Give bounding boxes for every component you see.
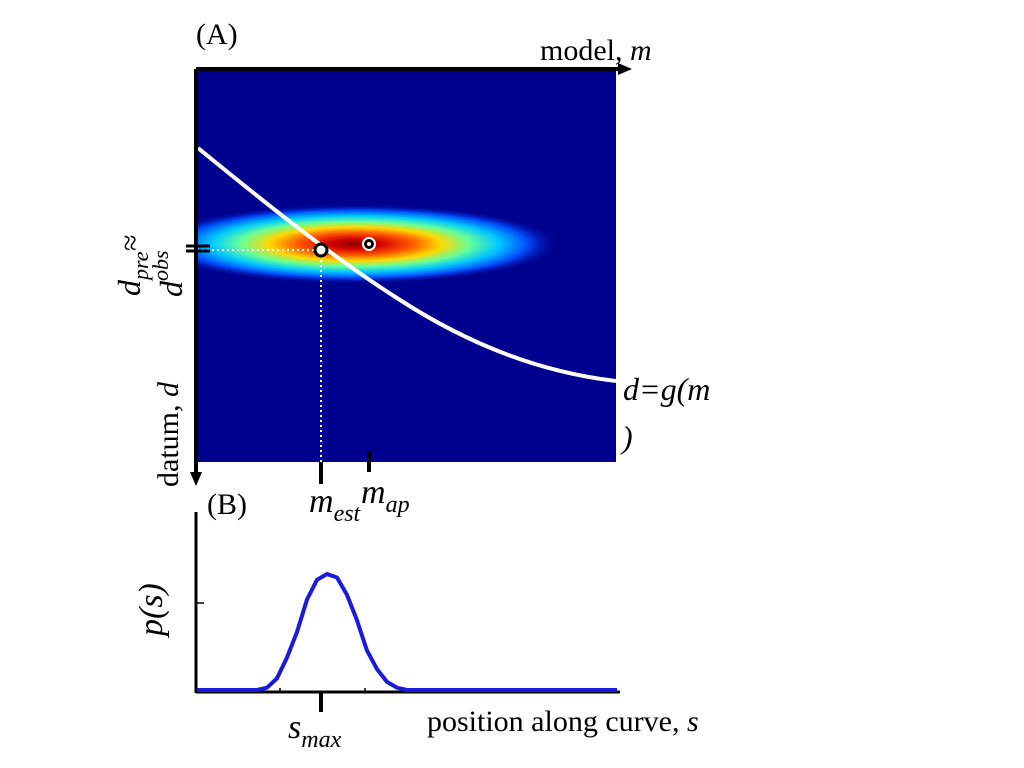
pdf-series-line bbox=[197, 572, 617, 692]
datum-axis-label: datum, d bbox=[152, 381, 185, 487]
panel-a-label: (A) bbox=[196, 18, 238, 51]
apriori-point-center bbox=[367, 242, 371, 246]
d-pre-label: dpre≈ bbox=[111, 235, 153, 296]
s-max-label: smax bbox=[288, 709, 342, 753]
datum-axis-arrow bbox=[190, 472, 202, 486]
pdf-blob bbox=[197, 204, 560, 284]
curve-label: d=g(m bbox=[623, 371, 710, 407]
model-axis-arrow bbox=[618, 63, 632, 75]
estimate-point bbox=[313, 242, 329, 258]
panel-b-label: (B) bbox=[207, 488, 247, 521]
pdf-x-label: position along curve, s bbox=[427, 705, 699, 738]
probability-field bbox=[197, 70, 616, 462]
pdf-y-label: p(s) bbox=[133, 583, 170, 638]
model-axis-label: model, m bbox=[540, 34, 652, 67]
m-ap-label: map bbox=[361, 474, 410, 518]
d-obs-label: dobs bbox=[148, 250, 189, 297]
data-curve bbox=[197, 146, 616, 383]
m-est-label: mest bbox=[309, 483, 362, 527]
curve-label-paren: ) bbox=[620, 419, 633, 455]
